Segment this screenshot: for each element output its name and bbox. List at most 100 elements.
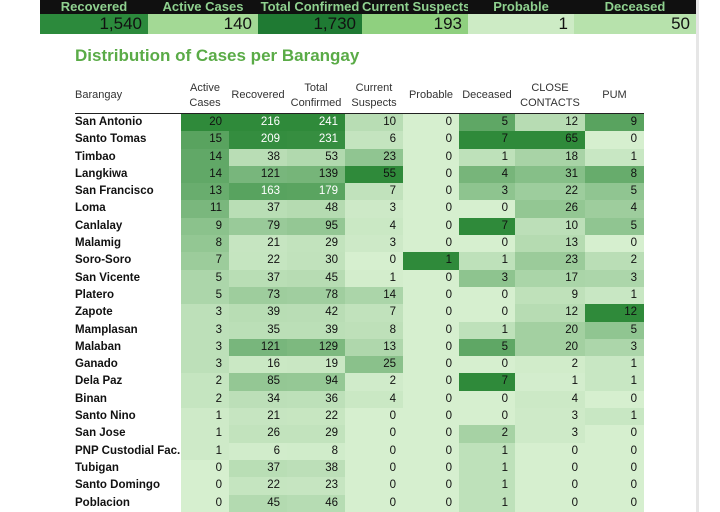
cell-active: 5 — [181, 269, 229, 287]
cell-recovered: 6 — [229, 442, 287, 460]
cell-barangay: Zapote — [75, 304, 181, 322]
cell-pum: 1 — [585, 373, 644, 391]
cell-pum: 0 — [585, 390, 644, 409]
cell-suspects: 0 — [345, 494, 403, 512]
cell-deceased: 5 — [459, 114, 515, 132]
cell-total: 22 — [287, 408, 345, 426]
cell-recovered: 34 — [229, 390, 287, 409]
cell-barangay: Malaban — [75, 338, 181, 357]
cell-probable: 0 — [403, 286, 459, 305]
cell-recovered: 37 — [229, 200, 287, 218]
cell-probable: 0 — [403, 408, 459, 426]
cell-recovered: 73 — [229, 286, 287, 305]
cell-active: 2 — [181, 390, 229, 409]
column-header-recovered: Recovered — [231, 89, 285, 101]
cell-deceased: 2 — [459, 425, 515, 443]
cell-deceased: 3 — [459, 183, 515, 201]
cell-active: 0 — [181, 459, 229, 478]
cell-barangay: Tubigan — [75, 459, 181, 478]
cell-total: 30 — [287, 252, 345, 270]
cell-probable: 0 — [403, 356, 459, 374]
cell-deceased: 1 — [459, 321, 515, 339]
cell-suspects: 4 — [345, 390, 403, 409]
cell-deceased: 1 — [459, 442, 515, 460]
cell-close: 0 — [515, 442, 585, 460]
cell-barangay: Poblacion — [75, 494, 181, 512]
cell-deceased: 4 — [459, 165, 515, 184]
cell-active: 8 — [181, 235, 229, 253]
table-row: Poblacion 0 45 46 0 0 1 0 0 — [75, 494, 644, 512]
table-row: Santo Nino 1 21 22 0 0 0 3 1 — [75, 408, 644, 426]
column-header-total: Total Confirmed — [290, 81, 342, 109]
cell-total: 241 — [287, 114, 345, 132]
table-row: Zapote 3 39 42 7 0 0 12 12 — [75, 304, 644, 322]
table-row: Malaban 3 121 129 13 0 5 20 3 — [75, 338, 644, 357]
cell-active: 3 — [181, 338, 229, 357]
cell-suspects: 14 — [345, 286, 403, 305]
cell-pum: 5 — [585, 217, 644, 236]
cell-total: 36 — [287, 390, 345, 409]
cell-suspects: 6 — [345, 131, 403, 149]
cell-barangay: Platero — [75, 286, 181, 305]
cell-pum: 0 — [585, 235, 644, 253]
cell-deceased: 7 — [459, 373, 515, 391]
cell-barangay: San Francisco — [75, 183, 181, 201]
cell-probable: 0 — [403, 235, 459, 253]
page-title: Distribution of Cases per Barangay — [75, 46, 360, 65]
cell-pum: 0 — [585, 425, 644, 443]
cell-active: 7 — [181, 252, 229, 270]
column-header-suspects: Current Suspects — [351, 81, 397, 109]
summary-header-row: Recovered Active Cases Total Confirmed C… — [40, 0, 696, 14]
cell-probable: 0 — [403, 494, 459, 512]
cell-probable: 0 — [403, 304, 459, 322]
cell-total: 46 — [287, 494, 345, 512]
cell-suspects: 25 — [345, 356, 403, 374]
cell-total: 38 — [287, 459, 345, 478]
table-row: Soro-Soro 7 22 30 0 1 1 23 2 — [75, 252, 644, 270]
table-row: Ganado 3 16 19 25 0 0 2 1 — [75, 356, 644, 374]
cell-suspects: 0 — [345, 252, 403, 270]
table-row: Tubigan 0 37 38 0 0 1 0 0 — [75, 459, 644, 478]
table-row: Timbao 14 38 53 23 0 1 18 1 — [75, 148, 644, 166]
column-header-active: Active Cases — [189, 81, 221, 109]
table-row: Dela Paz 2 85 94 2 0 7 1 1 — [75, 373, 644, 391]
cell-deceased: 0 — [459, 235, 515, 253]
table-row: Malamig 8 21 29 3 0 0 13 0 — [75, 235, 644, 253]
table-row: Binan 2 34 36 4 0 0 4 0 — [75, 390, 644, 409]
cell-recovered: 216 — [229, 114, 287, 132]
cell-total: 45 — [287, 269, 345, 287]
cell-close: 3 — [515, 408, 585, 426]
cell-recovered: 21 — [229, 408, 287, 426]
table-header: Barangay Active Cases Recovered Total Confirm… — [75, 78, 644, 114]
cell-deceased: 1 — [459, 494, 515, 512]
cell-recovered: 85 — [229, 373, 287, 391]
table-row: San Francisco 13 163 179 7 0 3 22 5 — [75, 183, 644, 201]
table-row: Mamplasan 3 35 39 8 0 1 20 5 — [75, 321, 644, 339]
cell-pum: 5 — [585, 321, 644, 339]
cell-total: 94 — [287, 373, 345, 391]
cell-pum: 3 — [585, 269, 644, 287]
cell-recovered: 79 — [229, 217, 287, 236]
cell-close: 65 — [515, 131, 585, 149]
cell-barangay: Santo Tomas — [75, 131, 181, 149]
cell-close: 0 — [515, 477, 585, 495]
cell-barangay: Langkiwa — [75, 165, 181, 184]
cell-suspects: 0 — [345, 477, 403, 495]
cell-deceased: 7 — [459, 217, 515, 236]
column-header-pum: PUM — [602, 89, 627, 101]
table-row: Santo Domingo 0 22 23 0 0 1 0 0 — [75, 477, 644, 495]
cell-active: 3 — [181, 356, 229, 374]
cell-active: 9 — [181, 217, 229, 236]
cell-barangay: Timbao — [75, 148, 181, 166]
cell-close: 12 — [515, 304, 585, 322]
cell-deceased: 1 — [459, 477, 515, 495]
cell-deceased: 0 — [459, 200, 515, 218]
cell-probable: 0 — [403, 200, 459, 218]
summary-value-suspects: 193 — [362, 14, 468, 34]
cell-probable: 0 — [403, 183, 459, 201]
cell-total: 53 — [287, 148, 345, 166]
cell-deceased: 0 — [459, 356, 515, 374]
cell-active: 3 — [181, 304, 229, 322]
cell-barangay: San Vicente — [75, 269, 181, 287]
summary-header-deceased: Deceased — [604, 0, 666, 14]
